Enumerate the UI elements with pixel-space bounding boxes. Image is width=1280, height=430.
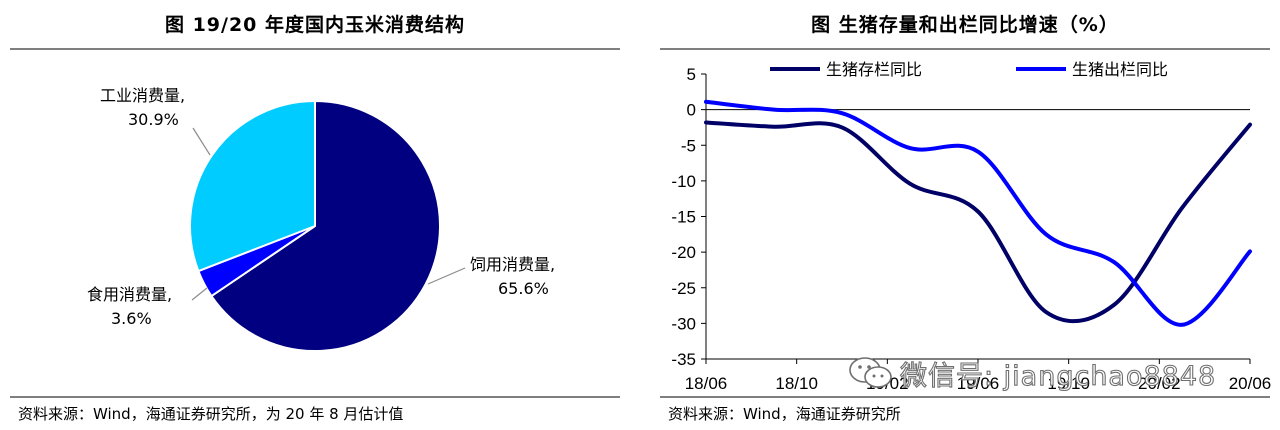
pie-leader-line bbox=[427, 267, 466, 285]
pie-leader-line bbox=[192, 127, 211, 156]
x-tick-label: 19/06 bbox=[957, 374, 1000, 393]
pie-slice-value-label: 3.6% bbox=[111, 309, 152, 328]
pie-slice bbox=[189, 99, 316, 273]
y-tick-label: -20 bbox=[671, 243, 696, 262]
wechat-watermark: 微信号: jiangchao8848 bbox=[848, 352, 1248, 396]
pie-slice-name-label: 工业消费量, bbox=[100, 86, 185, 105]
line-source-note: 资料来源：Wind，海通证券研究所 bbox=[668, 405, 901, 423]
x-tick-label: 20/02 bbox=[1138, 374, 1181, 393]
line-chart-title: 图 生猪存量和出栏同比增速（%） bbox=[811, 14, 1119, 36]
pie-slice bbox=[210, 99, 441, 352]
y-tick-label: -30 bbox=[671, 314, 696, 333]
wechat-icon bbox=[849, 357, 892, 388]
x-tick-label: 18/06 bbox=[685, 374, 728, 393]
y-tick-label: -25 bbox=[671, 279, 696, 298]
series-line bbox=[704, 99, 1252, 327]
pie-slice-name-label: 饲用消费量, bbox=[470, 255, 555, 274]
hog-growth-panel: 图 生猪存量和出栏同比增速（%） 5 0 -5 -10 -15 -20 -25 -30 -35 1… bbox=[650, 0, 1280, 430]
pie-slice-value-label: 30.9% bbox=[128, 110, 179, 129]
legend-label: 生猪存栏同比 bbox=[826, 60, 922, 79]
pie-leader-line bbox=[191, 287, 208, 301]
source-divider bbox=[660, 396, 1270, 398]
y-tick-label: -10 bbox=[671, 172, 696, 191]
pie-chart: 饲用消费量, 65.6% 食用消费量, 3.6% 工业消费量, 30.9% bbox=[87, 86, 555, 352]
y-tick-label: 5 bbox=[687, 65, 696, 84]
legend-label: 生猪出栏同比 bbox=[1072, 60, 1168, 79]
pie-source-note: 资料来源：Wind，海通证券研究所，为 20 年 8 月估计值 bbox=[18, 405, 404, 423]
pie-chart-title: 图 19/20 年度国内玉米消费结构 bbox=[164, 14, 466, 36]
x-tick-label: 18/10 bbox=[775, 374, 818, 393]
source-divider bbox=[10, 396, 620, 398]
y-tick-label: 0 bbox=[687, 101, 696, 120]
pie-slice-value-label: 65.6% bbox=[498, 279, 549, 298]
corn-consumption-panel: 图 19/20 年度国内玉米消费结构 饲用消费量, 65.6% 食用消费量, 3.6%… bbox=[0, 0, 630, 430]
line-chart: 50-5-10-15-20-25-30-3518/0618/1019/0219/… bbox=[671, 60, 1272, 393]
pie-slice-name-label: 食用消费量, bbox=[87, 285, 172, 304]
title-divider bbox=[10, 48, 620, 50]
watermark-text: 微信号: jiangchao8848 bbox=[899, 360, 1217, 392]
y-tick-label: -35 bbox=[671, 350, 696, 369]
y-tick-label: -15 bbox=[671, 208, 696, 227]
x-tick-label: 19/10 bbox=[1047, 374, 1090, 393]
title-divider bbox=[660, 48, 1270, 50]
y-tick-label: -5 bbox=[681, 136, 696, 155]
x-tick-label: 20/06 bbox=[1229, 374, 1272, 393]
series-line bbox=[704, 120, 1252, 324]
